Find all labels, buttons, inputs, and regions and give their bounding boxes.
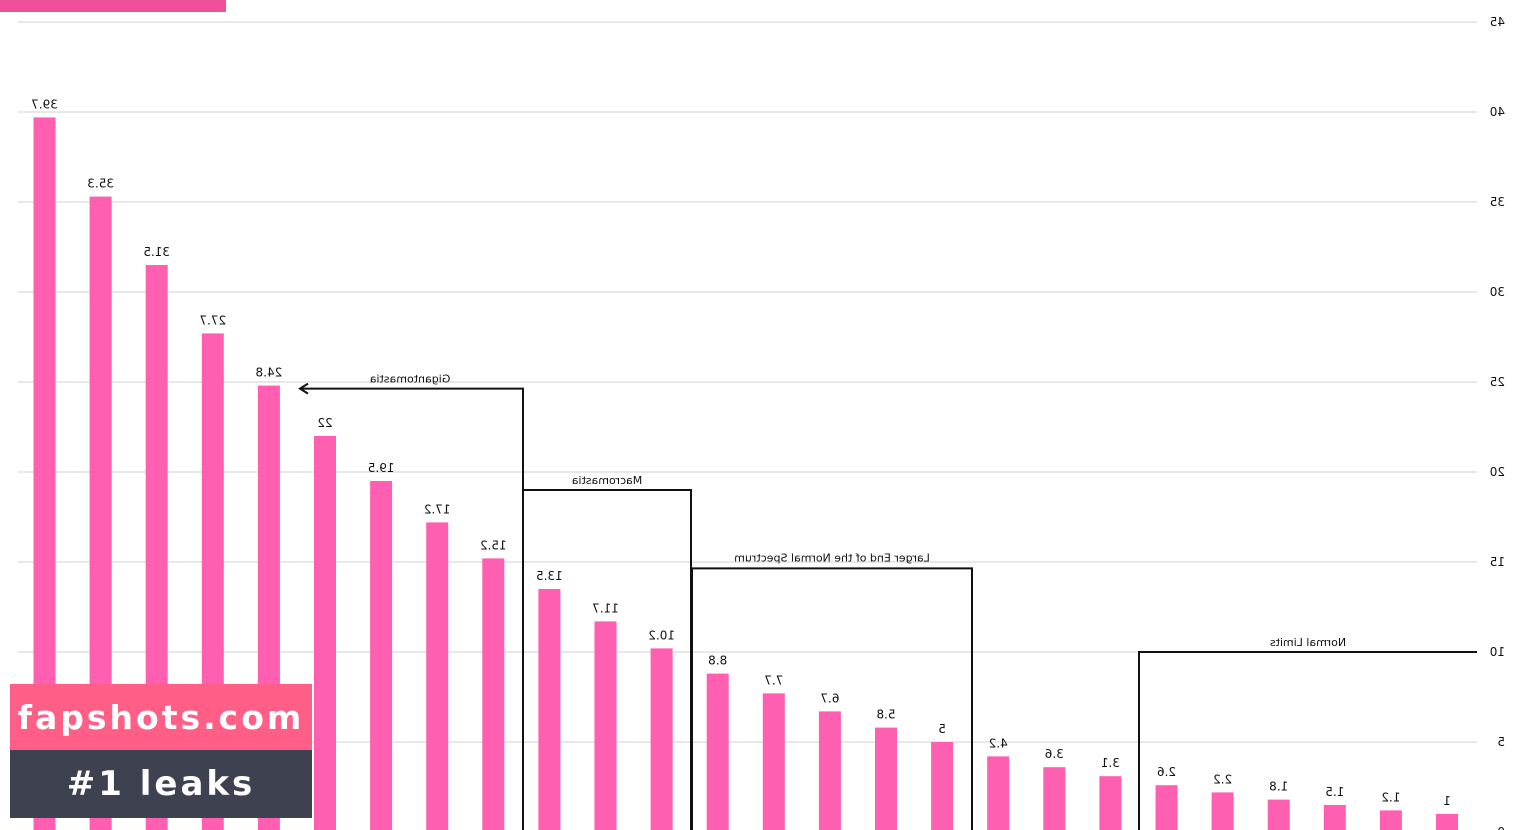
data-label: 4.2 bbox=[989, 736, 1008, 750]
bar bbox=[1043, 767, 1066, 830]
y-tick-label: 45 bbox=[1490, 15, 1505, 29]
arrowhead-icon bbox=[298, 382, 309, 395]
annotation-label: Gigantomastia bbox=[370, 373, 451, 386]
annotation-label: Normal Limits bbox=[1270, 636, 1347, 649]
bar bbox=[931, 742, 954, 830]
data-label: 1.8 bbox=[1269, 780, 1288, 794]
y-tick-label: 25 bbox=[1490, 375, 1505, 389]
bar bbox=[482, 558, 505, 830]
bar bbox=[538, 589, 561, 830]
bar bbox=[987, 756, 1010, 830]
bar bbox=[818, 711, 841, 830]
text-labels: 05101520253035404539.735.331.527.724.822… bbox=[31, 15, 1505, 830]
bar bbox=[1099, 776, 1122, 830]
data-label: 1.2 bbox=[1381, 790, 1400, 804]
data-label: 8.8 bbox=[708, 654, 727, 668]
bar bbox=[33, 117, 56, 830]
data-label: 7.7 bbox=[764, 673, 783, 687]
bar bbox=[1211, 792, 1234, 830]
bar bbox=[650, 648, 673, 830]
data-label: 3.1 bbox=[1101, 756, 1120, 770]
bar bbox=[594, 621, 617, 830]
bar bbox=[1323, 805, 1346, 830]
y-tick-label: 35 bbox=[1490, 195, 1505, 209]
data-label: 1.5 bbox=[1325, 785, 1344, 799]
data-label: 35.3 bbox=[87, 177, 114, 191]
bar bbox=[426, 522, 449, 830]
y-tick-label: 30 bbox=[1490, 285, 1505, 299]
title-banner-tab bbox=[0, 0, 226, 12]
y-tick-label: 5 bbox=[1497, 735, 1505, 749]
bracket-gigantomastia bbox=[302, 387, 524, 830]
y-tick-label: 40 bbox=[1490, 105, 1505, 119]
y-tick-label: 0 bbox=[1497, 825, 1505, 830]
data-label: 24.8 bbox=[256, 366, 283, 380]
gridlines bbox=[18, 21, 1477, 743]
data-label: 5.8 bbox=[876, 708, 895, 722]
bars bbox=[33, 117, 1458, 830]
data-label: 13.5 bbox=[536, 569, 563, 583]
bar bbox=[706, 673, 729, 830]
data-label: 10.2 bbox=[648, 628, 675, 642]
bar bbox=[1155, 785, 1178, 830]
data-label: 2.6 bbox=[1157, 765, 1176, 779]
annotations bbox=[298, 382, 1477, 830]
watermark-tagline: #1 leaks bbox=[10, 750, 312, 818]
bar bbox=[1267, 799, 1290, 830]
data-label: 19.5 bbox=[368, 461, 395, 475]
data-label: 3.6 bbox=[1045, 747, 1064, 761]
bar bbox=[370, 481, 393, 830]
data-label: 27.7 bbox=[199, 313, 226, 327]
annotation-label: Macromastia bbox=[572, 474, 643, 487]
y-tick-label: 15 bbox=[1490, 555, 1505, 569]
data-label: 1 bbox=[1443, 794, 1451, 808]
data-label: 11.7 bbox=[592, 601, 619, 615]
bar bbox=[875, 727, 897, 830]
bar bbox=[762, 693, 785, 830]
data-label: 31.5 bbox=[143, 245, 170, 259]
data-label: 39.7 bbox=[31, 97, 58, 111]
data-label: 5 bbox=[938, 722, 946, 736]
y-tick-label: 10 bbox=[1490, 645, 1505, 659]
y-tick-label: 20 bbox=[1490, 465, 1505, 479]
annotation-label: Larger End of the Normal Spectrum bbox=[734, 551, 930, 564]
watermark-site: fapshots.com bbox=[10, 684, 312, 750]
bar bbox=[314, 436, 336, 830]
bracket-normal-limits bbox=[1138, 651, 1477, 830]
bar bbox=[1379, 810, 1402, 830]
bar bbox=[1436, 814, 1458, 830]
data-label: 2.2 bbox=[1213, 772, 1232, 786]
data-label: 17.2 bbox=[424, 502, 451, 516]
data-label: 15.2 bbox=[480, 538, 507, 552]
bar bbox=[89, 196, 112, 830]
data-label: 6.7 bbox=[820, 691, 839, 705]
data-label: 22 bbox=[317, 416, 332, 430]
